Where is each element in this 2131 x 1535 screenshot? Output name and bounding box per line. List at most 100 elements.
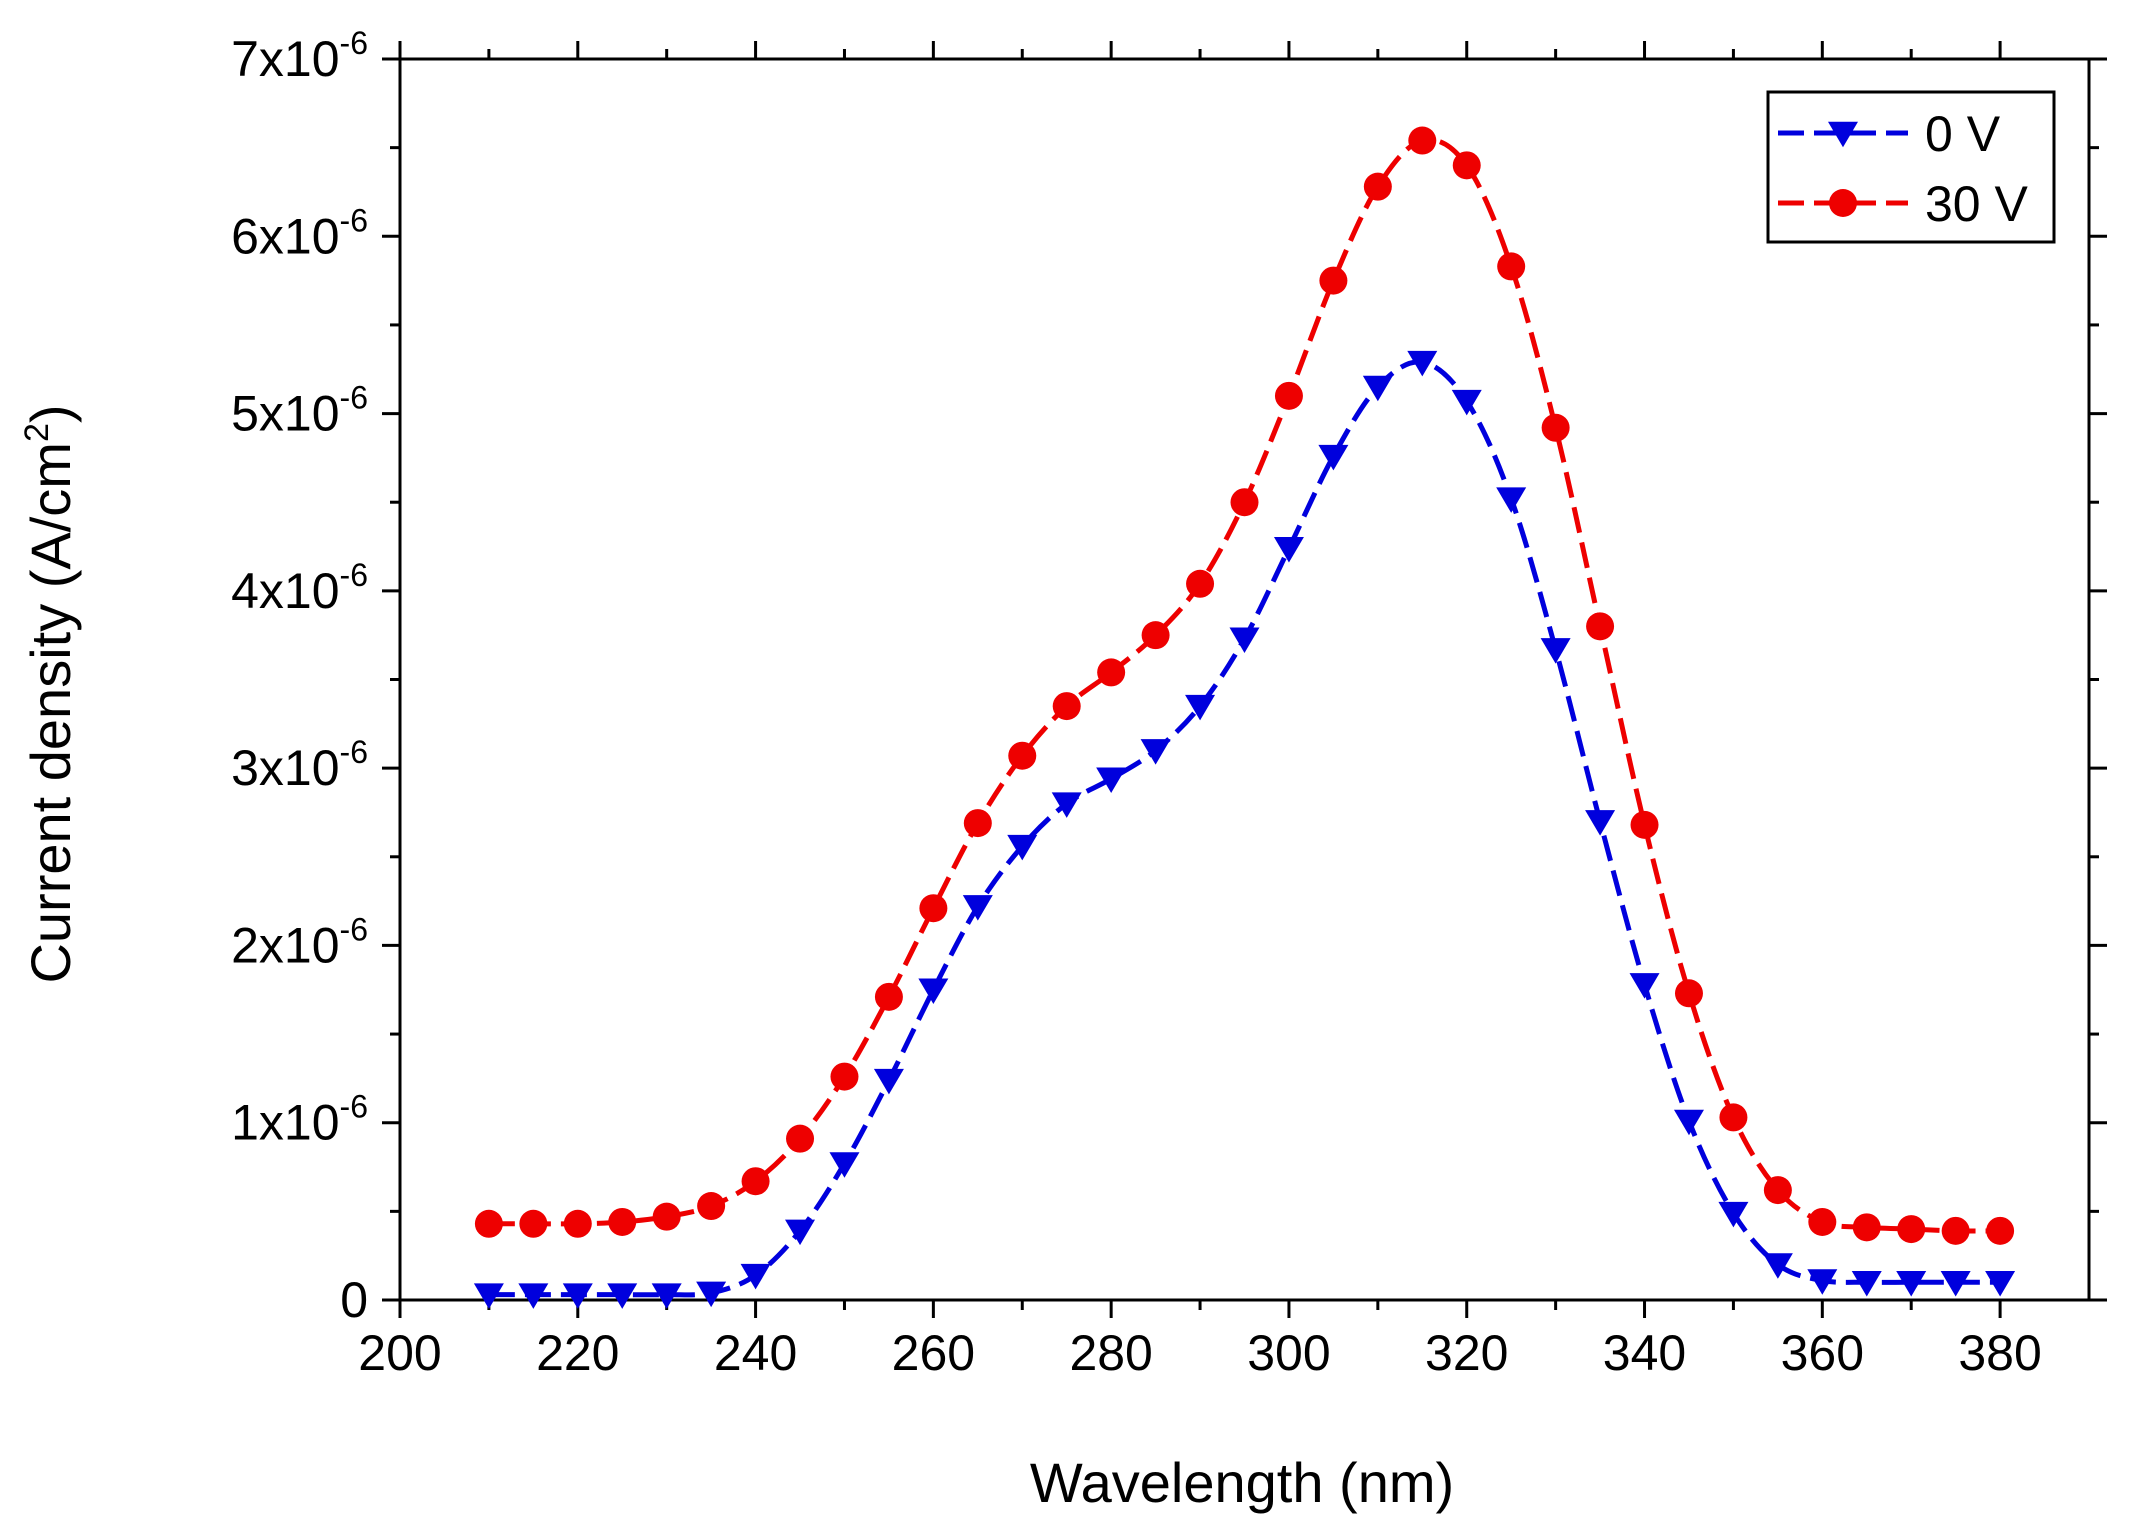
legend-label: 0 V	[1925, 106, 2001, 162]
y-tick-mantissa: 4x10	[231, 563, 339, 619]
data-point	[1897, 1215, 1926, 1244]
data-point	[1585, 810, 1616, 836]
data-point	[1097, 658, 1126, 687]
data-point	[1007, 834, 1038, 861]
y-tick-exponent: -6	[340, 557, 368, 593]
data-point	[874, 982, 903, 1011]
data-point	[1186, 569, 1215, 598]
legend-marker	[1829, 189, 1857, 217]
data-point	[1051, 792, 1082, 818]
legend-entry: 30 V	[1778, 176, 2029, 232]
data-point	[1940, 1271, 1971, 1297]
data-point	[1630, 810, 1659, 839]
y-axis: 01x10-62x10-63x10-64x10-65x10-66x10-67x1…	[231, 25, 2107, 1328]
y-tick-label: 0	[340, 1272, 368, 1328]
y-tick-label: 2x10-6	[231, 911, 368, 973]
data-point	[474, 1209, 503, 1238]
data-point	[740, 1263, 771, 1290]
y-tick-exponent: -6	[340, 380, 368, 416]
data-point	[963, 809, 992, 838]
data-point	[873, 1068, 904, 1095]
legend-marker	[1828, 121, 1858, 148]
y-tick-label: 1x10-6	[231, 1089, 368, 1151]
data-point	[1896, 1271, 1927, 1297]
x-tick-label: 260	[892, 1325, 975, 1381]
y-tick-mantissa: 3x10	[231, 740, 339, 796]
data-point	[1629, 973, 1660, 999]
y-tick-mantissa: 6x10	[231, 208, 339, 264]
x-axis: 200 220 240 260 280 300 320 340 360 380	[358, 41, 2042, 1381]
x-tick-label: 240	[714, 1325, 797, 1381]
series-layer	[473, 126, 2016, 1309]
data-point	[919, 894, 948, 923]
y-axis-title: Current density (A/cm2)	[18, 404, 82, 983]
x-tick-label: 340	[1603, 1325, 1686, 1381]
x-tick-label: 380	[1958, 1325, 2041, 1381]
data-point	[607, 1283, 638, 1309]
x-tick-label: 360	[1781, 1325, 1864, 1381]
data-point	[1319, 266, 1348, 295]
data-point	[1851, 1271, 1882, 1297]
data-point	[1497, 252, 1526, 281]
data-point	[652, 1202, 681, 1231]
data-point	[1719, 1103, 1748, 1132]
series-30-v	[474, 126, 2015, 1245]
y-tick-label: 3x10-6	[231, 734, 368, 796]
x-tick-label: 220	[536, 1325, 619, 1381]
y-tick-exponent: -6	[340, 1089, 368, 1125]
y-axis-title-main: Current density (A/cm	[19, 442, 82, 984]
data-point	[1762, 1253, 1793, 1279]
data-point	[786, 1124, 815, 1153]
data-point	[1318, 444, 1349, 471]
data-point	[696, 1281, 727, 1308]
y-tick-label: 6x10-6	[231, 202, 368, 264]
data-point	[1362, 375, 1393, 402]
data-point	[1541, 413, 1570, 442]
legend-entry: 0 V	[1778, 106, 2001, 162]
data-point	[1452, 151, 1481, 180]
data-point	[1363, 172, 1392, 201]
data-point	[1451, 389, 1482, 416]
x-tick-label: 320	[1425, 1325, 1508, 1381]
data-point	[962, 895, 993, 921]
data-point	[697, 1192, 726, 1221]
y-tick-exponent: -6	[340, 911, 368, 947]
y-tick-exponent: -6	[340, 202, 368, 238]
y-tick-label: 7x10-6	[231, 25, 368, 87]
y-tick-mantissa: 1x10	[231, 1095, 339, 1151]
y-tick-mantissa: 7x10	[231, 31, 339, 87]
y-tick-mantissa: 0	[340, 1272, 368, 1328]
data-point	[1140, 739, 1171, 765]
data-point	[1096, 767, 1127, 794]
x-tick-label: 300	[1247, 1325, 1330, 1381]
x-axis-title: Wavelength (nm)	[1030, 1451, 1454, 1514]
plot-border	[398, 57, 2091, 1302]
data-point	[1185, 694, 1216, 721]
y-tick-exponent: -6	[340, 734, 368, 770]
data-point	[1763, 1176, 1792, 1205]
data-point	[1274, 381, 1303, 410]
data-point	[1008, 741, 1037, 770]
data-point	[741, 1167, 770, 1196]
data-point	[1852, 1213, 1881, 1242]
data-point	[829, 1152, 860, 1178]
plot-frame	[398, 57, 2091, 1302]
data-point	[651, 1283, 682, 1309]
y-axis-title-superscript: 2	[18, 423, 56, 442]
data-point	[1408, 126, 1437, 155]
data-point	[1673, 1109, 1704, 1136]
data-point	[518, 1283, 549, 1309]
series-line	[488, 137, 2001, 1234]
data-point	[830, 1062, 859, 1091]
legend-label: 30 V	[1925, 176, 2029, 232]
series-0-v	[473, 350, 2016, 1309]
x-tick-label: 280	[1069, 1325, 1152, 1381]
data-point	[473, 1283, 504, 1309]
data-point	[608, 1207, 637, 1236]
y-tick-mantissa: 2x10	[231, 917, 339, 973]
y-axis-title-suffix: )	[19, 404, 82, 423]
data-point	[1052, 692, 1081, 721]
data-point	[1141, 621, 1170, 650]
data-point	[1986, 1216, 2015, 1245]
